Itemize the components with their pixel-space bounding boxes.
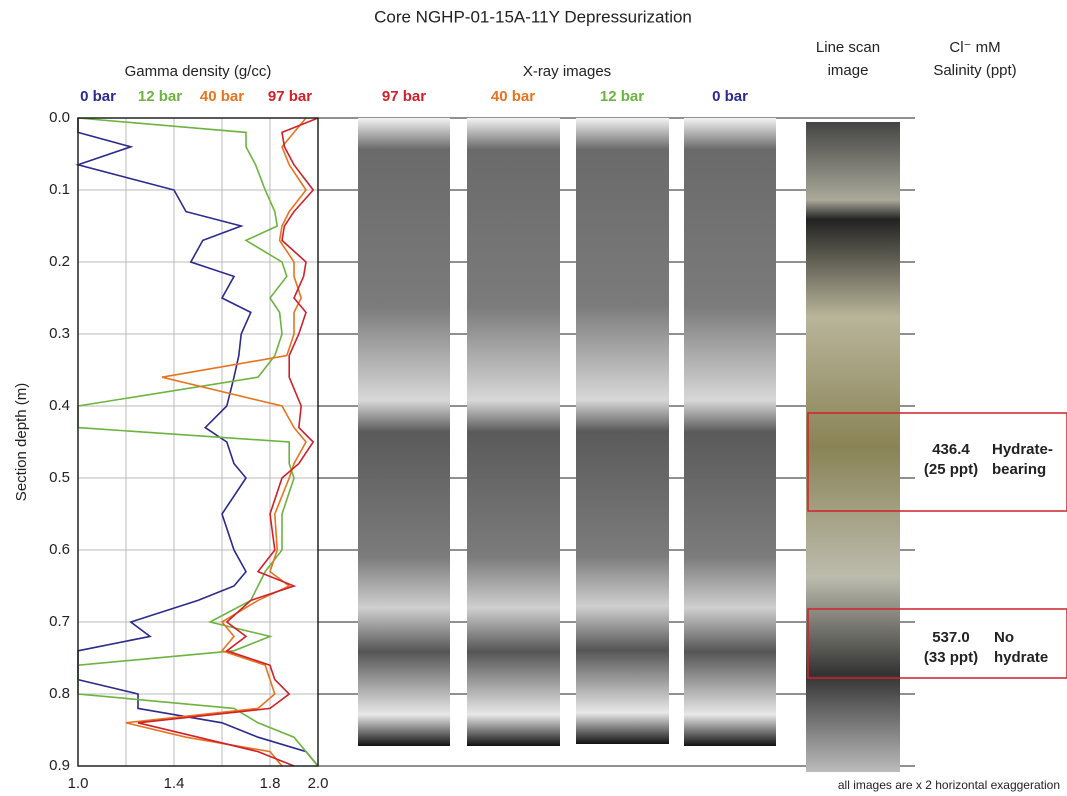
x-tick-label: 1.4	[164, 775, 185, 792]
salinity-title: Cl⁻ mM	[949, 39, 1000, 56]
xray-image	[467, 118, 560, 746]
y-tick-label: 0.7	[49, 613, 70, 630]
xray-image	[358, 118, 450, 746]
title: Core NGHP-01-15A-11Y Depressurization	[374, 7, 692, 26]
linescan-title: image	[828, 62, 869, 79]
x-tick-label: 2.0	[308, 775, 329, 792]
y-tick-label: 0.6	[49, 541, 70, 558]
y-tick-label: 0.4	[49, 397, 70, 414]
xray-label: 97 bar	[382, 88, 426, 105]
y-tick-label: 0.3	[49, 325, 70, 342]
xray-label: 40 bar	[491, 88, 535, 105]
y-tick-label: 0.9	[49, 757, 70, 774]
annotation: (33 ppt)	[924, 649, 978, 666]
annotation: 537.0	[932, 629, 970, 646]
annotation: hydrate	[994, 649, 1048, 666]
salinity-title: Salinity (ppt)	[933, 62, 1016, 79]
x-tick-label: 1.8	[260, 775, 281, 792]
xray-image	[684, 118, 776, 746]
y-tick-label: 0.1	[49, 181, 70, 198]
series-line	[138, 118, 318, 766]
xray-label: 12 bar	[600, 88, 644, 105]
y-tick-label: 0.8	[49, 685, 70, 702]
xray-title: X-ray images	[523, 63, 611, 80]
annotation: bearing	[992, 461, 1046, 478]
y-tick-label: 0.0	[49, 109, 70, 126]
chart-title: Gamma density (g/cc)	[125, 63, 272, 80]
legend-label: 40 bar	[200, 88, 244, 105]
footnote: all images are x 2 horizontal exaggerati…	[838, 778, 1060, 792]
annotation: 436.4	[932, 441, 970, 458]
annotation: Hydrate-	[992, 441, 1053, 458]
y-tick-label: 0.5	[49, 469, 70, 486]
legend-label: 97 bar	[268, 88, 312, 105]
figure: Core NGHP-01-15A-11Y Depressurization Ga…	[0, 0, 1067, 796]
legend-label: 0 bar	[80, 88, 116, 105]
y-tick-label: 0.2	[49, 253, 70, 270]
linescan-image	[806, 122, 900, 772]
annotation: (25 ppt)	[924, 461, 978, 478]
linescan-title: Line scan	[816, 39, 880, 56]
y-axis-label: Section depth (m)	[13, 383, 30, 501]
x-tick-label: 1.0	[68, 775, 89, 792]
legend-label: 12 bar	[138, 88, 182, 105]
xray-image	[576, 118, 669, 744]
annotation: No	[994, 629, 1014, 646]
xray-label: 0 bar	[712, 88, 748, 105]
